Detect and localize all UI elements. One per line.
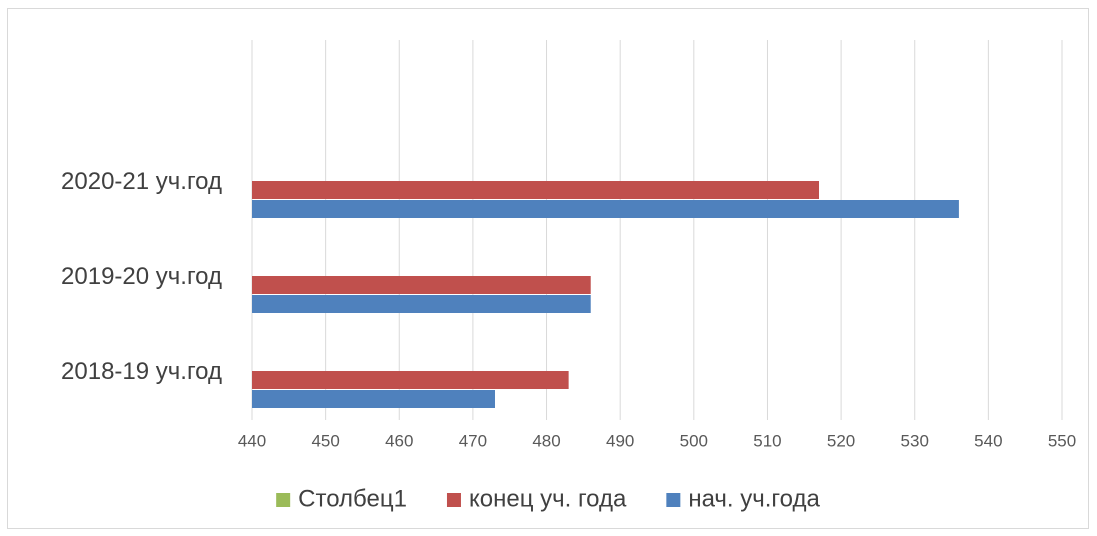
bar [252, 390, 495, 408]
x-tick-label: 480 [532, 431, 560, 450]
bar [252, 371, 569, 389]
legend-swatch [446, 493, 461, 507]
bar [252, 295, 591, 313]
x-tick-label: 460 [385, 431, 413, 450]
legend-label: Столбец1 [298, 485, 407, 512]
legend-label: конец уч. года [469, 485, 627, 512]
bar [252, 181, 819, 199]
x-tick-label: 510 [753, 431, 781, 450]
chart-border [7, 8, 1089, 529]
x-tick-label: 530 [901, 431, 929, 450]
legend-swatch [276, 493, 291, 507]
y-tick-label: 2019-20 уч.год [61, 263, 222, 290]
bar [252, 276, 591, 294]
x-tick-label: 540 [974, 431, 1002, 450]
x-tick-label: 490 [606, 431, 634, 450]
x-tick-label: 500 [680, 431, 708, 450]
y-tick-label: 2020-21 уч.год [61, 168, 222, 195]
x-tick-label: 470 [459, 431, 487, 450]
x-tick-label: 440 [238, 431, 266, 450]
bar [252, 200, 959, 218]
legend-label: нач. уч.года [688, 485, 820, 512]
y-tick-label: 2018-19 уч.год [61, 358, 222, 385]
x-tick-label: 450 [311, 431, 339, 450]
legend-swatch [666, 493, 681, 507]
x-tick-label: 520 [827, 431, 855, 450]
x-tick-label: 550 [1048, 431, 1076, 450]
